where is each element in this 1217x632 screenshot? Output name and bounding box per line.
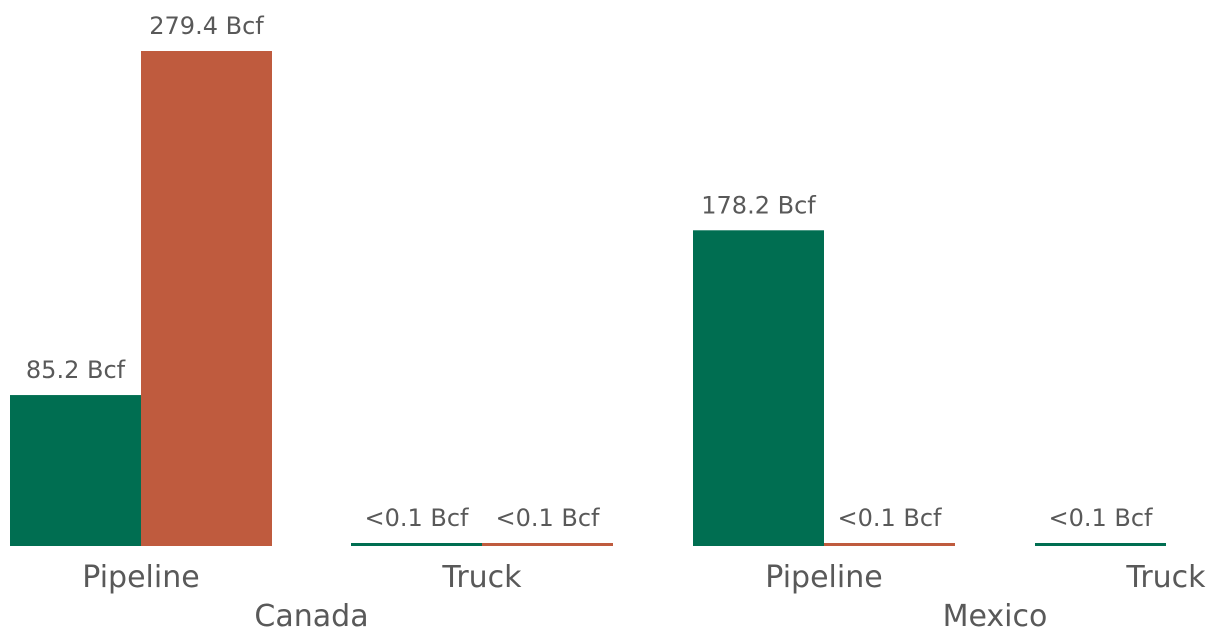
bars-layer — [10, 51, 1166, 547]
category-label-pipeline: Pipeline — [765, 560, 882, 595]
category-label-truck: Truck — [441, 560, 522, 595]
bar-mexico-pipeline-1 — [824, 543, 955, 546]
bar-canada-truck-1 — [482, 543, 613, 546]
category-label-pipeline: Pipeline — [82, 560, 199, 595]
category-label-truck: Truck — [1125, 560, 1206, 595]
bar-canada-pipeline-0 — [10, 395, 141, 546]
group-label-mexico: Mexico — [943, 599, 1048, 632]
bar-canada-pipeline-1 — [141, 51, 272, 546]
value-label: <0.1 Bcf — [837, 504, 942, 532]
value-label: <0.1 Bcf — [495, 504, 600, 532]
group-label-canada: Canada — [254, 599, 368, 632]
bar-canada-truck-0 — [351, 543, 482, 546]
value-label: 279.4 Bcf — [149, 12, 264, 40]
bar-mexico-pipeline-0 — [693, 230, 824, 547]
value-label: 178.2 Bcf — [701, 191, 816, 219]
value-label: 85.2 Bcf — [26, 356, 126, 384]
value-label: <0.1 Bcf — [364, 504, 469, 532]
bar-mexico-truck-0 — [1035, 543, 1166, 546]
value-label: <0.1 Bcf — [1048, 504, 1153, 532]
labels-layer: 85.2 Bcf 279.4 Bcf Pipeline <0.1 Bcf <0.1 Bc… — [26, 12, 1206, 632]
